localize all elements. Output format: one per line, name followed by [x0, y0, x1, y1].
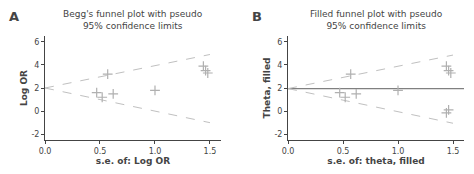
svg-text:0: 0 — [277, 107, 282, 116]
svg-text:4: 4 — [277, 61, 282, 70]
svg-text:0: 0 — [34, 107, 39, 116]
svg-text:4: 4 — [34, 61, 39, 70]
svg-text:2: 2 — [277, 84, 282, 93]
svg-text:0.0: 0.0 — [282, 147, 295, 156]
svg-text:s.e. of: Log OR: s.e. of: Log OR — [96, 156, 170, 166]
svg-text:Filled funnel plot with pseudo: Filled funnel plot with pseudo95% confid… — [310, 9, 443, 31]
svg-text:0.5: 0.5 — [337, 147, 350, 156]
svg-text:1.0: 1.0 — [149, 147, 162, 156]
svg-text:Log OR: Log OR — [19, 70, 29, 106]
svg-text:1.5: 1.5 — [204, 147, 217, 156]
svg-text:-2: -2 — [274, 130, 282, 139]
svg-text:6: 6 — [34, 38, 39, 47]
svg-text:B: B — [252, 9, 262, 24]
svg-text:-2: -2 — [31, 130, 39, 139]
svg-text:A: A — [9, 9, 19, 24]
svg-text:s.e. of: theta, filled: s.e. of: theta, filled — [327, 156, 424, 166]
svg-text:Begg's funnel plot with pseudo: Begg's funnel plot with pseudo95% confid… — [63, 9, 203, 31]
svg-text:2: 2 — [34, 84, 39, 93]
svg-text:6: 6 — [277, 38, 282, 47]
svg-text:0.0: 0.0 — [39, 147, 52, 156]
svg-text:1.5: 1.5 — [447, 147, 460, 156]
svg-text:Theta, filled: Theta, filled — [262, 58, 272, 119]
svg-text:0.5: 0.5 — [94, 147, 107, 156]
svg-text:1.0: 1.0 — [392, 147, 405, 156]
